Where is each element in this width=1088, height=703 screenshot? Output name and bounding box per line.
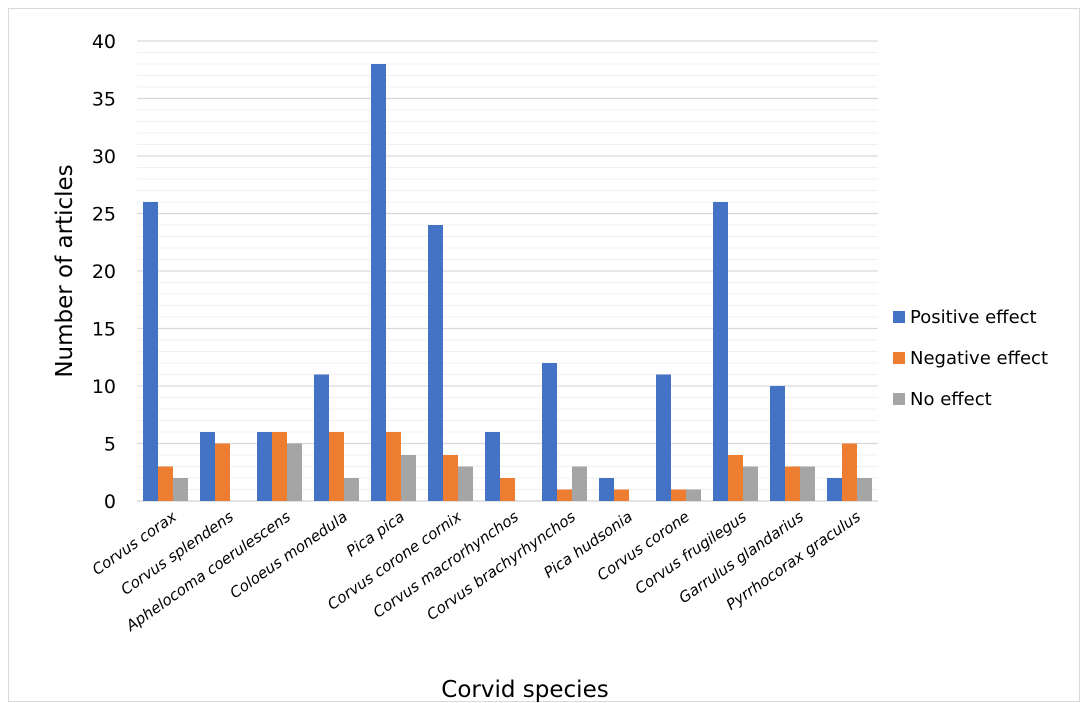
bar-negative-effect — [215, 443, 230, 501]
bar-negative-effect — [443, 455, 458, 501]
legend: Positive effect Negative effect No effect — [893, 307, 1048, 410]
bar-no-effect — [572, 466, 587, 501]
legend-label: Positive effect — [910, 307, 1037, 328]
y-tick-label: 30 — [92, 146, 116, 168]
x-axis-title: Corvid species — [441, 677, 608, 703]
y-axis-title: Number of articles — [52, 164, 78, 377]
legend-swatch — [893, 352, 905, 364]
bar-negative-effect — [158, 466, 173, 501]
legend-swatch — [893, 393, 905, 405]
bar-positive-effect — [713, 202, 728, 501]
bar-negative-effect — [728, 455, 743, 501]
y-tick-label: 5 — [104, 434, 116, 456]
bar-negative-effect — [329, 432, 344, 501]
bar-positive-effect — [656, 374, 671, 501]
bar-positive-effect — [200, 432, 215, 501]
bars — [143, 64, 872, 501]
bar-positive-effect — [485, 432, 500, 501]
bar-no-effect — [458, 466, 473, 501]
legend-label: Negative effect — [910, 348, 1048, 369]
bar-no-effect — [173, 478, 188, 501]
bar-no-effect — [686, 489, 701, 501]
bar-no-effect — [401, 455, 416, 501]
bar-negative-effect — [842, 443, 857, 501]
bar-negative-effect — [557, 489, 572, 501]
bar-positive-effect — [428, 225, 443, 501]
bar-positive-effect — [599, 478, 614, 501]
bar-no-effect — [857, 478, 872, 501]
bar-positive-effect — [143, 202, 158, 501]
legend-label: No effect — [910, 389, 992, 410]
bar-negative-effect — [785, 466, 800, 501]
bar-negative-effect — [272, 432, 287, 501]
gridlines — [137, 40, 878, 502]
y-tick-label: 40 — [92, 31, 116, 53]
bar-positive-effect — [371, 64, 386, 501]
bar-positive-effect — [314, 374, 329, 501]
y-tick-label: 20 — [92, 261, 116, 283]
y-tick-label: 0 — [104, 491, 116, 513]
bar-positive-effect — [542, 363, 557, 501]
bar-no-effect — [287, 443, 302, 501]
y-tick-label: 25 — [92, 204, 116, 226]
legend-swatch — [893, 311, 905, 323]
bar-no-effect — [800, 466, 815, 501]
bar-negative-effect — [614, 489, 629, 501]
bar-positive-effect — [770, 386, 785, 501]
bar-negative-effect — [386, 432, 401, 501]
bar-no-effect — [743, 466, 758, 501]
y-tick-label: 10 — [92, 376, 116, 398]
bar-negative-effect — [500, 478, 515, 501]
y-tick-label: 35 — [92, 89, 116, 111]
bar-positive-effect — [827, 478, 842, 501]
y-tick-label: 15 — [92, 319, 116, 341]
bar-positive-effect — [257, 432, 272, 501]
y-axis-ticks: 0 5 10 15 20 25 30 35 40 — [92, 31, 116, 513]
bar-negative-effect — [671, 489, 686, 501]
bar-no-effect — [344, 478, 359, 501]
